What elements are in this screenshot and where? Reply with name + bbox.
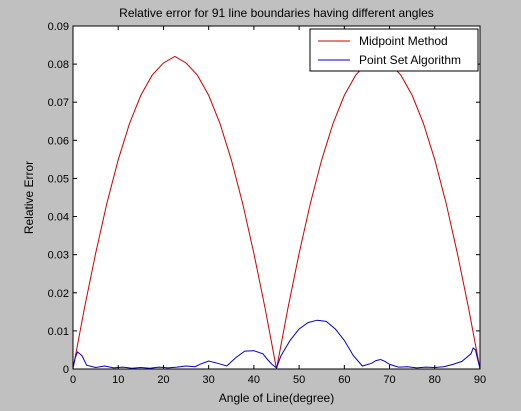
x-tick-label: 40 xyxy=(248,374,260,386)
x-axis-label: Angle of Line(degree) xyxy=(219,391,334,405)
x-tick-label: 90 xyxy=(474,374,486,386)
axes-frame xyxy=(72,25,481,370)
ticks-layer: 0 10 20 30 40 50 60 70 80 90 0 0.01 0.02 0.03 0.04 0.05… xyxy=(48,21,487,386)
y-tick-label: 0.02 xyxy=(48,288,69,300)
y-tick-label: 0.03 xyxy=(48,250,69,262)
legend-entry-1: Point Set Algorithm xyxy=(359,53,461,67)
y-axis-label: Relative Error xyxy=(22,161,36,234)
legend-entry-0: Midpoint Method xyxy=(359,34,448,48)
y-tick-label: 0.07 xyxy=(48,97,69,109)
x-tick-label: 20 xyxy=(157,374,169,386)
y-tick-label: 0.05 xyxy=(48,173,69,185)
legend: Midpoint Method Point Set Algorithm xyxy=(309,28,479,72)
chart-title: Relative error for 91 line boundaries ha… xyxy=(119,6,434,20)
y-tick-label: 0.08 xyxy=(48,59,69,71)
y-tick-label: 0 xyxy=(63,364,69,376)
x-tick-label: 0 xyxy=(70,374,76,386)
x-tick-label: 30 xyxy=(203,374,215,386)
plot-area xyxy=(73,26,480,369)
x-tick-label: 60 xyxy=(338,374,350,386)
x-tick-label: 10 xyxy=(112,374,124,386)
y-tick-label: 0.04 xyxy=(48,212,69,224)
legend-box xyxy=(309,28,479,72)
y-tick-label: 0.01 xyxy=(48,326,69,338)
y-tick-label: 0.09 xyxy=(48,21,69,33)
x-tick-label: 50 xyxy=(293,374,305,386)
y-tick-label: 0.06 xyxy=(48,135,69,147)
series-line-1 xyxy=(72,319,481,369)
x-tick-label: 70 xyxy=(383,374,395,386)
x-tick-label: 80 xyxy=(429,374,441,386)
